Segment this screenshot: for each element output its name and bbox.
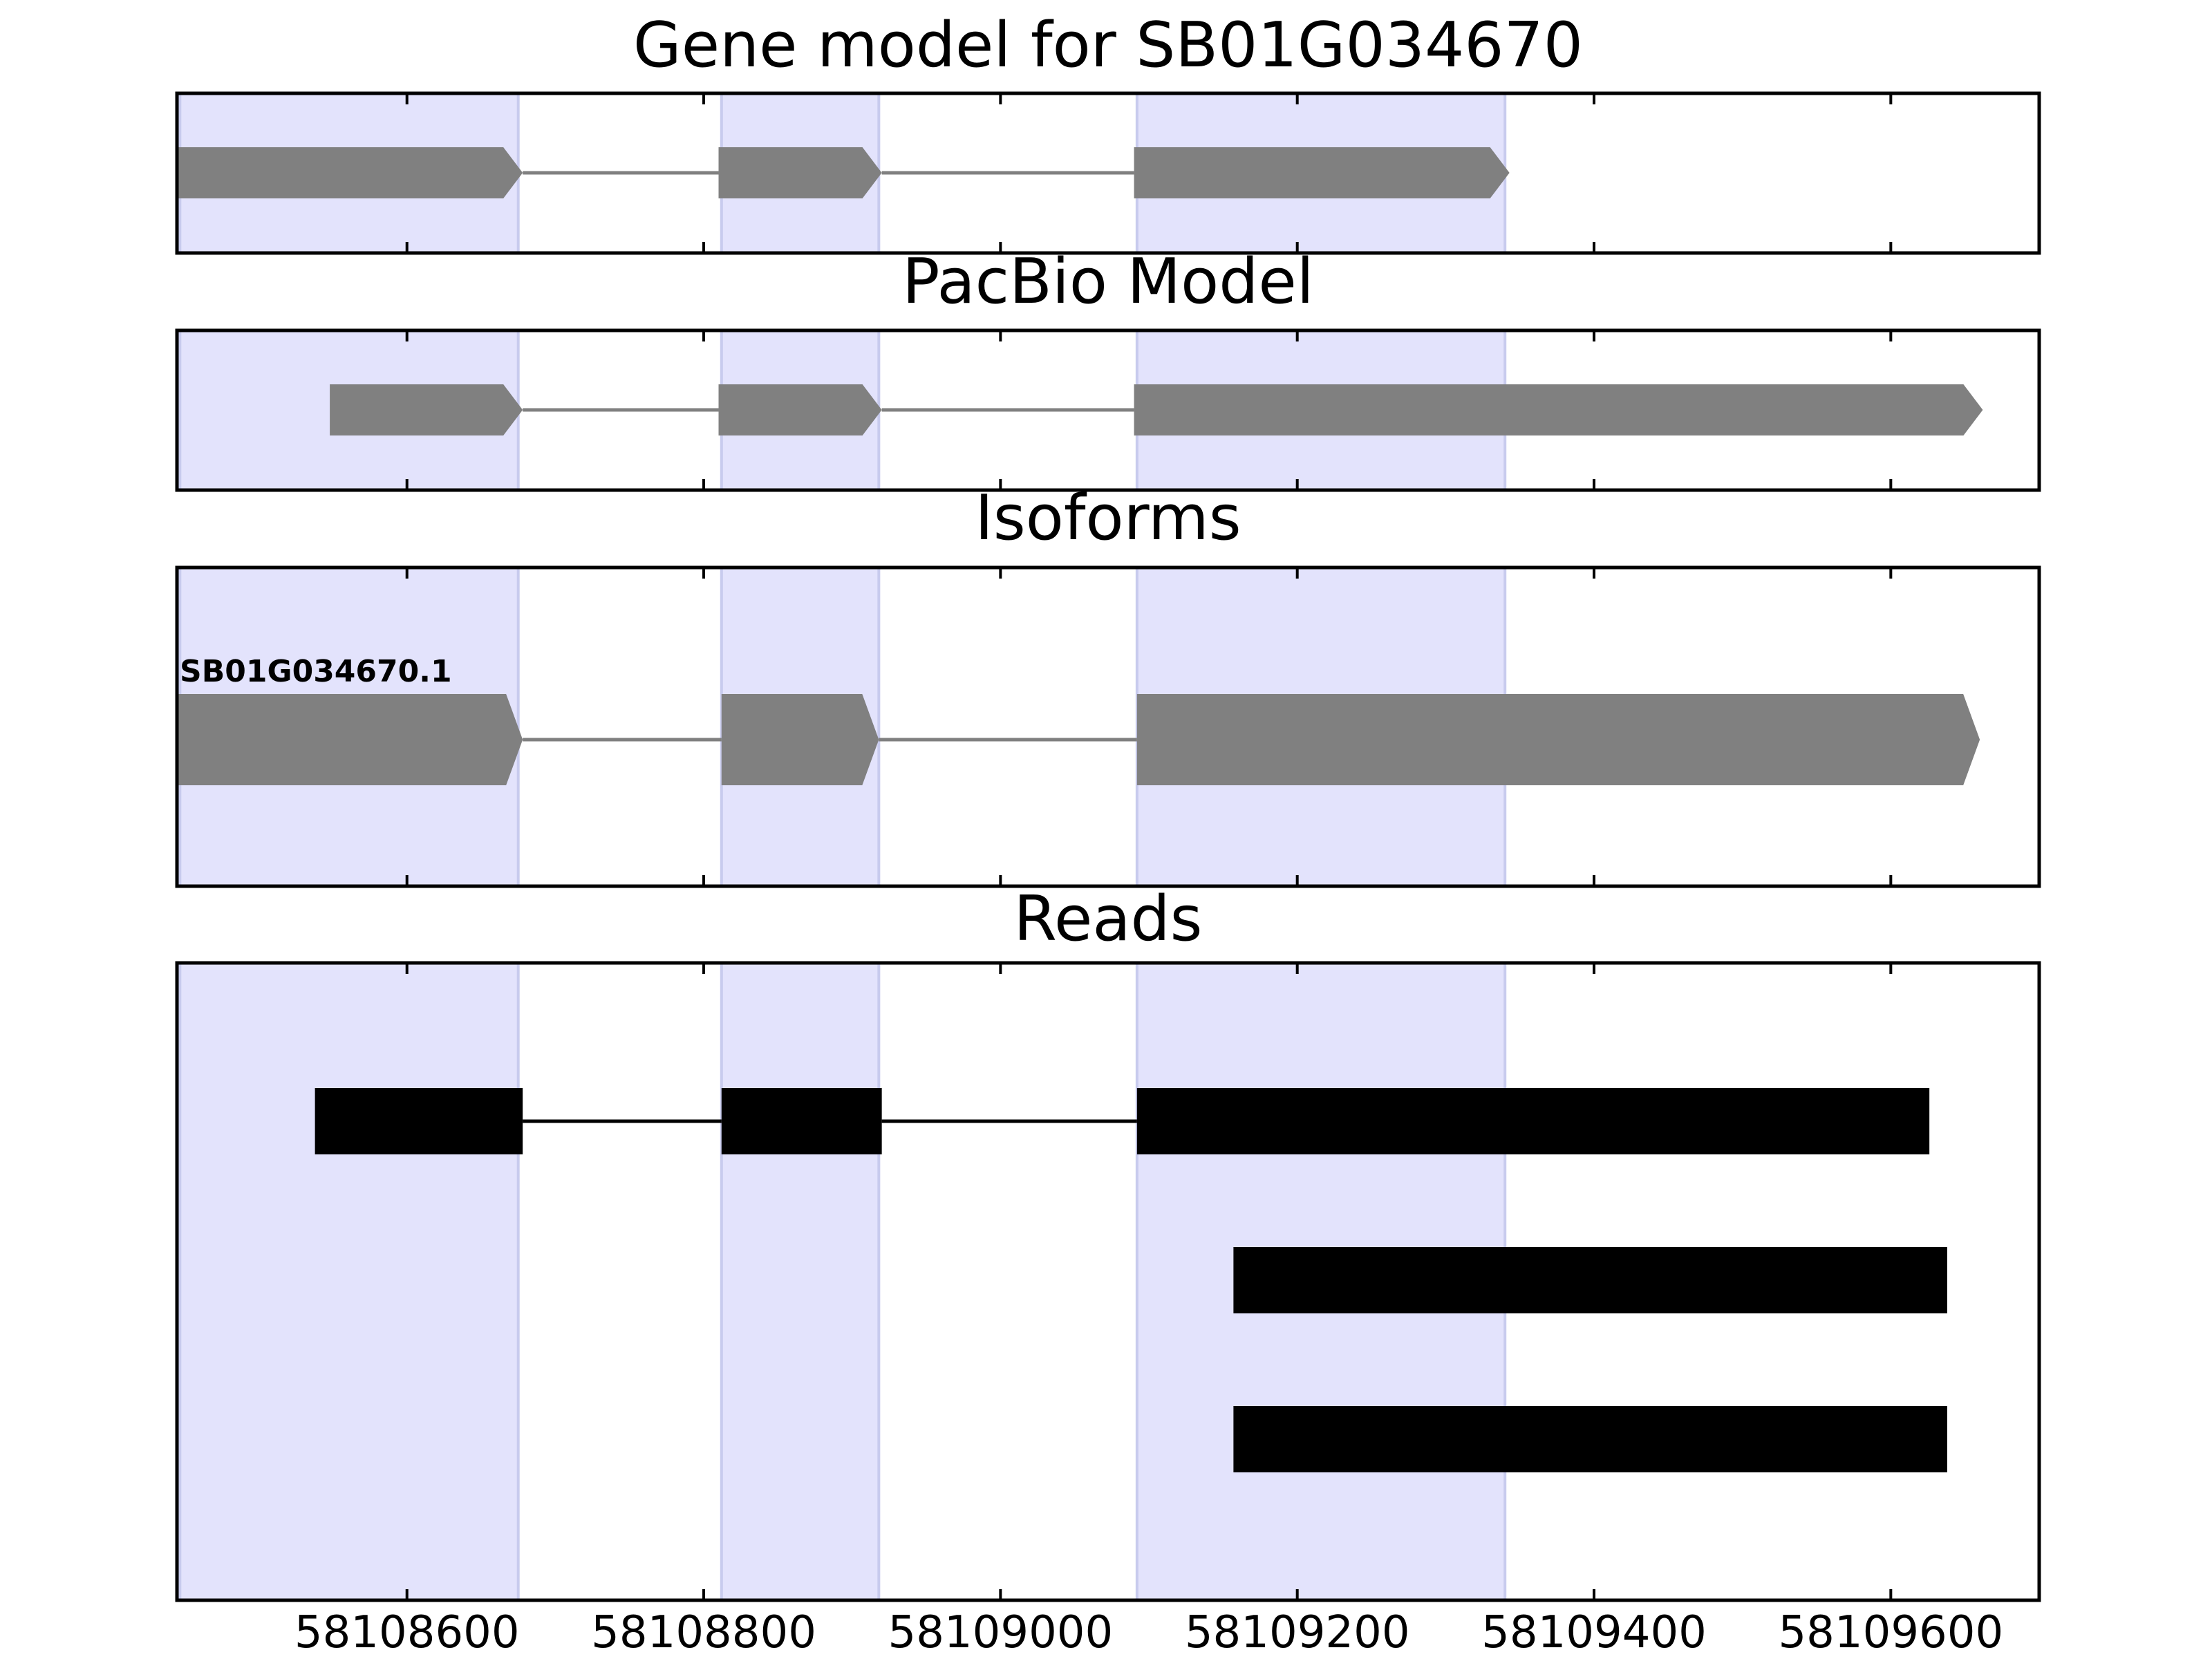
track-row [1233, 1247, 1947, 1313]
track-row: SB01G034670.1 [177, 654, 1980, 785]
exon-arrow [177, 694, 523, 785]
x-tick-label: 58108600 [294, 1607, 520, 1658]
panel-frame [175, 328, 2041, 492]
read-exon-bar [1233, 1247, 1947, 1313]
exon-arrow [718, 147, 882, 198]
isoform-label: SB01G034670.1 [180, 654, 452, 689]
x-tick-label: 58109000 [888, 1607, 1113, 1658]
exon-arrow [1136, 694, 1980, 785]
read-exon-bar [721, 1088, 882, 1154]
track-row [330, 384, 1983, 435]
panel-frame [175, 91, 2041, 255]
highlight-region-1 [178, 962, 520, 1602]
read-exon-bar [1136, 1088, 1930, 1154]
exon-arrow [330, 384, 523, 435]
panel-1: Gene model for SB01G034670 [175, 9, 2041, 255]
highlight-region-2 [720, 962, 881, 1602]
read-exon-bar [315, 1088, 523, 1154]
x-tick-label: 58109400 [1481, 1607, 1707, 1658]
panel-title: Gene model for SB01G034670 [633, 9, 1583, 82]
x-tick-label: 58109200 [1185, 1607, 1410, 1658]
panel-title: Isoforms [975, 482, 1241, 554]
track-row [315, 1088, 1930, 1154]
exon-arrow [718, 384, 882, 435]
read-exon-bar [1233, 1406, 1947, 1472]
track-row [177, 147, 1510, 198]
exon-arrow [1134, 147, 1510, 198]
x-tick-label: 58108800 [591, 1607, 816, 1658]
track-row [1233, 1406, 1947, 1472]
panel-title: PacBio Model [902, 245, 1314, 318]
panel-4: Reads [175, 883, 2041, 1602]
panel-frame [175, 565, 2041, 888]
panel-2: PacBio Model [175, 245, 2041, 492]
panel-title: Reads [1013, 883, 1202, 955]
exon-arrow [177, 147, 523, 198]
exon-arrow [721, 694, 879, 785]
panel-3: Isoforms SB01G034670.1 [175, 482, 2041, 888]
panel-frame [175, 961, 2041, 1602]
exon-arrow [1134, 384, 1983, 435]
x-tick-label: 58109600 [1778, 1607, 2003, 1658]
